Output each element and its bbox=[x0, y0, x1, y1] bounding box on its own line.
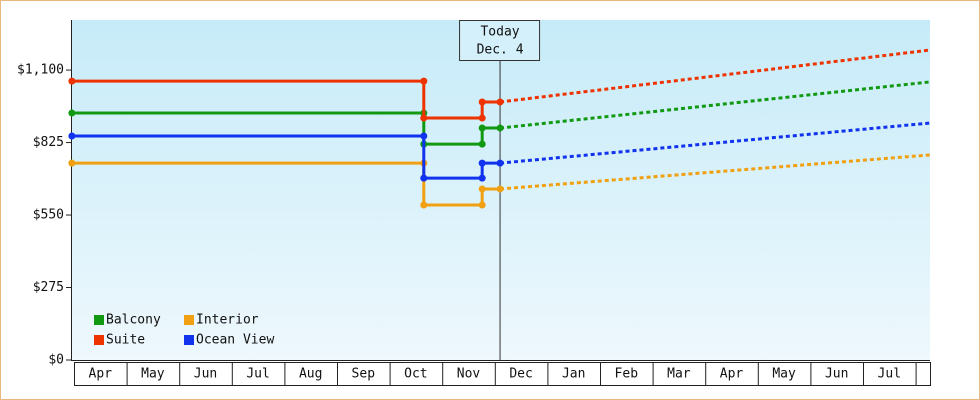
today-label: Today bbox=[480, 25, 519, 40]
price-point bbox=[68, 77, 76, 85]
x-tick-label: Jul bbox=[878, 367, 901, 382]
price-point bbox=[420, 77, 428, 85]
x-tick-label: Apr bbox=[89, 367, 113, 382]
legend-swatch bbox=[94, 335, 104, 345]
x-tick-label: Feb bbox=[615, 367, 639, 382]
x-axis-strip bbox=[74, 362, 931, 386]
today-date: Dec. 4 bbox=[477, 43, 524, 58]
price-point bbox=[478, 201, 486, 209]
x-tick-label: Jun bbox=[825, 367, 848, 382]
forecast-line bbox=[499, 48, 930, 104]
y-tick-label: $825 bbox=[33, 135, 64, 150]
y-tick-label: $550 bbox=[33, 208, 64, 223]
legend-label: Balcony bbox=[106, 313, 161, 328]
forecast-line bbox=[499, 121, 930, 165]
y-tick-label: $0 bbox=[48, 353, 64, 368]
legend-label: Interior bbox=[196, 313, 259, 328]
x-tick-label: Nov bbox=[457, 367, 481, 382]
x-tick-label: Apr bbox=[720, 367, 744, 382]
price-point bbox=[68, 132, 76, 140]
x-tick-label: Aug bbox=[299, 367, 322, 382]
x-tick-label: Sep bbox=[352, 367, 376, 382]
price-point bbox=[496, 159, 504, 167]
y-tick-label: $275 bbox=[33, 280, 64, 295]
price-point bbox=[496, 124, 504, 132]
price-point bbox=[496, 98, 504, 106]
price-point bbox=[420, 201, 428, 209]
price-point bbox=[478, 159, 486, 167]
x-tick-label: Oct bbox=[404, 367, 427, 382]
price-point bbox=[478, 98, 486, 106]
x-tick-label: Dec bbox=[509, 367, 532, 382]
x-tick-label: May bbox=[141, 367, 165, 382]
price-point bbox=[420, 174, 428, 182]
y-tick-label: $1,100 bbox=[17, 63, 64, 78]
legend-swatch bbox=[94, 315, 104, 325]
x-tick-label: Mar bbox=[667, 367, 691, 382]
x-tick-label: Jul bbox=[246, 367, 269, 382]
price-point bbox=[68, 109, 76, 117]
forecast-line bbox=[499, 80, 930, 130]
forecast-line bbox=[499, 153, 930, 191]
price-point bbox=[478, 185, 486, 193]
x-tick-label: May bbox=[772, 367, 796, 382]
price-point bbox=[478, 174, 486, 182]
price-point bbox=[478, 114, 486, 122]
legend-swatch bbox=[184, 335, 194, 345]
price-point bbox=[420, 132, 428, 140]
price-point bbox=[68, 159, 76, 167]
legend-label: Suite bbox=[106, 333, 145, 348]
x-tick-label: Jan bbox=[562, 367, 585, 382]
legend-label: Ocean View bbox=[196, 333, 274, 348]
legend-swatch bbox=[184, 315, 194, 325]
price-point bbox=[478, 140, 486, 148]
price-point bbox=[496, 185, 504, 193]
x-tick-label: Jun bbox=[194, 367, 217, 382]
today-box bbox=[459, 20, 541, 61]
price-point bbox=[478, 124, 486, 132]
price-point bbox=[420, 114, 428, 122]
